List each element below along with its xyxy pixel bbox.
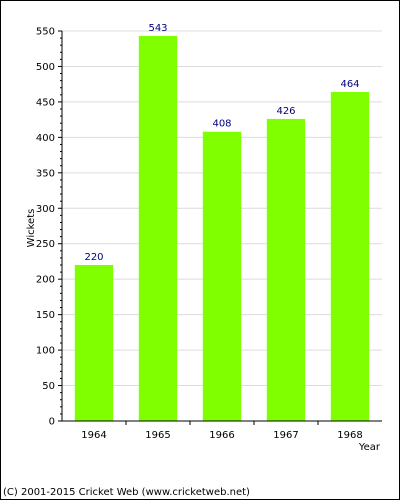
- y-axis-title: Wickets: [26, 209, 37, 248]
- y-tick-label: 300: [36, 204, 55, 215]
- y-tick-label: 550: [36, 27, 55, 38]
- y-tick-label: 450: [36, 97, 55, 108]
- data-label: 543: [148, 23, 167, 34]
- data-label: 464: [340, 79, 359, 90]
- y-tick-label: 0: [49, 417, 55, 428]
- y-tick-labels: 0 50 100 150 200 250 300 350 400 450 500 550: [36, 27, 62, 428]
- bars: [74, 35, 370, 422]
- bar-1967: [266, 118, 306, 421]
- y-tick-label: 350: [36, 168, 55, 179]
- x-tick-label: 1967: [273, 430, 298, 441]
- x-tick-labels: 1964 1965 1966 1967 1968: [81, 421, 363, 441]
- y-tick-label: 500: [36, 62, 55, 73]
- y-tick-label: 50: [42, 381, 55, 392]
- bar-1965: [138, 35, 178, 422]
- x-tick-label: 1966: [209, 430, 234, 441]
- y-tick-label: 250: [36, 239, 55, 250]
- x-axis-title: Year: [358, 442, 381, 453]
- data-label: 426: [276, 106, 295, 117]
- y-tick-label: 100: [36, 346, 55, 357]
- x-tick-label: 1964: [81, 430, 106, 441]
- y-tick-label: 400: [36, 133, 55, 144]
- bar-1966: [202, 131, 242, 421]
- axes: [61, 31, 382, 422]
- bar-1964: [74, 265, 114, 421]
- data-labels: 220 543 408 426 464: [84, 23, 359, 263]
- copyright-text: (C) 2001-2015 Cricket Web (www.cricketwe…: [3, 487, 250, 498]
- x-tick-label: 1968: [337, 430, 362, 441]
- x-tick-label: 1965: [145, 430, 170, 441]
- data-label: 408: [212, 119, 231, 130]
- data-label: 220: [84, 252, 103, 263]
- y-tick-label: 200: [36, 275, 55, 286]
- bar-1968: [330, 91, 370, 422]
- y-tick-label: 150: [36, 310, 55, 321]
